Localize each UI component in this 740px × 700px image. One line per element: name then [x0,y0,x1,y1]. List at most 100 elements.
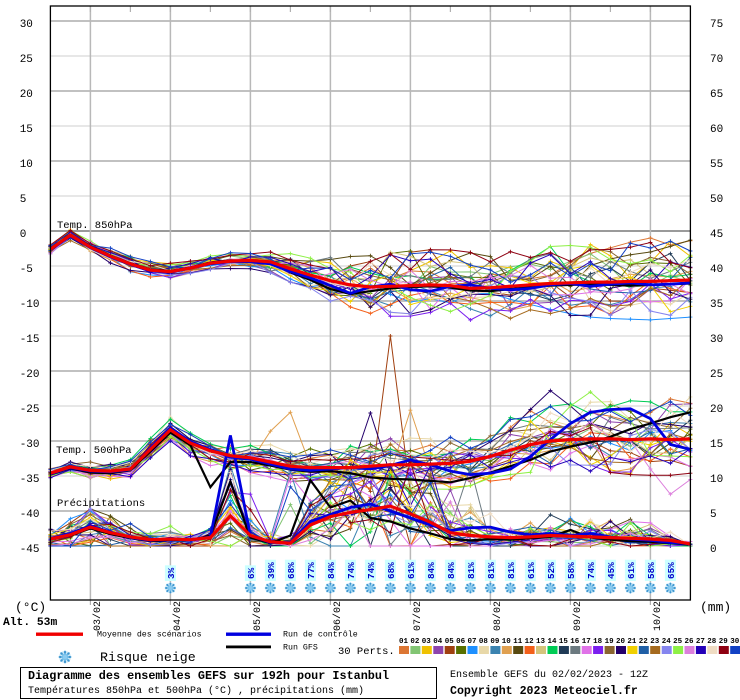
svg-text:65%: 65% [666,562,677,579]
svg-text:3%: 3% [166,567,177,579]
svg-text:Run de contrôle: Run de contrôle [283,630,358,640]
svg-text:45%: 45% [606,562,617,579]
svg-text:19: 19 [605,638,615,646]
svg-text:28: 28 [707,638,717,646]
svg-text:02: 02 [410,638,420,646]
svg-text:-45: -45 [20,544,40,556]
svg-text:0: 0 [20,229,27,241]
svg-text:09/02: 09/02 [572,601,584,631]
svg-text:15: 15 [710,439,723,451]
svg-text:10/02: 10/02 [652,601,664,631]
svg-text:68%: 68% [286,562,297,579]
svg-text:-20: -20 [20,369,40,381]
svg-text:03/02: 03/02 [92,601,104,631]
svg-text:50: 50 [710,194,723,206]
svg-text:81%: 81% [506,562,517,579]
svg-text:6%: 6% [246,567,257,579]
svg-text:77%: 77% [306,562,317,579]
svg-text:05/02: 05/02 [252,601,264,631]
svg-text:24: 24 [662,638,672,646]
svg-text:Diagramme des ensembles GEFS s: Diagramme des ensembles GEFS sur 192h po… [28,669,389,683]
svg-text:Températures 850hPa et 500hPa: Températures 850hPa et 500hPa (°C) , pré… [28,685,364,697]
svg-text:Risque neige: Risque neige [100,650,196,665]
svg-text:61%: 61% [526,562,537,579]
svg-text:09: 09 [490,638,500,646]
svg-text:35: 35 [710,299,723,311]
svg-text:0: 0 [710,544,717,556]
svg-text:58%: 58% [566,562,577,579]
svg-text:22: 22 [639,638,649,646]
svg-text:20: 20 [20,89,33,101]
svg-text:20: 20 [616,638,626,646]
svg-text:12: 12 [525,638,535,646]
svg-text:Moyenne des scénarios: Moyenne des scénarios [97,630,202,640]
svg-text:27: 27 [696,638,705,646]
svg-text:5: 5 [20,194,27,206]
svg-text:04: 04 [433,638,443,646]
svg-text:10: 10 [20,159,33,171]
svg-text:26: 26 [685,638,695,646]
svg-text:39%: 39% [266,562,277,579]
svg-text:55: 55 [710,159,723,171]
svg-text:Temp. 850hPa: Temp. 850hPa [57,220,133,232]
svg-text:5: 5 [710,509,717,521]
svg-text:16: 16 [570,638,580,646]
svg-text:29: 29 [719,638,729,646]
svg-text:-25: -25 [20,404,40,416]
svg-text:05: 05 [445,638,455,646]
svg-text:-30: -30 [20,439,40,451]
svg-text:-35: -35 [20,474,40,486]
svg-text:15: 15 [20,124,33,136]
svg-text:68%: 68% [386,562,397,579]
svg-text:10: 10 [502,638,512,646]
svg-text:74%: 74% [586,562,597,579]
svg-text:Ensemble GEFS du 02/02/2023 -: Ensemble GEFS du 02/02/2023 - 12Z [450,669,648,681]
svg-text:58%: 58% [646,562,657,579]
svg-text:10: 10 [710,474,723,486]
svg-text:(°C): (°C) [15,600,46,615]
svg-text:-40: -40 [20,509,40,521]
svg-text:03: 03 [422,638,432,646]
svg-text:06/02: 06/02 [332,601,344,631]
svg-text:70: 70 [710,54,723,66]
svg-text:30 Perts.: 30 Perts. [338,646,395,658]
svg-text:15: 15 [559,638,569,646]
svg-text:Temp. 500hPa: Temp. 500hPa [56,445,132,457]
svg-text:-5: -5 [20,264,33,276]
svg-text:84%: 84% [426,562,437,579]
svg-text:60: 60 [710,124,723,136]
svg-text:Alt. 53m: Alt. 53m [3,617,57,629]
svg-text:52%: 52% [546,562,557,579]
svg-text:14: 14 [548,638,558,646]
svg-text:25: 25 [673,638,683,646]
svg-text:13: 13 [536,638,546,646]
svg-text:40: 40 [710,264,723,276]
svg-text:84%: 84% [326,562,337,579]
svg-text:08: 08 [479,638,489,646]
svg-text:75: 75 [710,19,723,31]
svg-text:74%: 74% [346,562,357,579]
svg-text:07: 07 [468,638,477,646]
svg-text:18: 18 [593,638,603,646]
svg-text:25: 25 [20,54,33,66]
svg-text:Run GFS: Run GFS [283,644,318,653]
svg-text:08/02: 08/02 [492,601,504,631]
svg-text:07/02: 07/02 [412,601,424,631]
svg-text:61%: 61% [406,562,417,579]
svg-text:74%: 74% [366,562,377,579]
svg-text:-10: -10 [20,299,40,311]
svg-text:30: 30 [730,638,740,646]
svg-text:81%: 81% [486,562,497,579]
svg-text:65: 65 [710,89,723,101]
svg-text:30: 30 [710,334,723,346]
svg-text:11: 11 [513,638,523,646]
svg-text:81%: 81% [466,562,477,579]
svg-text:(mm): (mm) [700,600,731,615]
svg-text:17: 17 [582,638,591,646]
svg-text:01: 01 [399,638,409,646]
svg-text:30: 30 [20,19,33,31]
svg-text:45: 45 [710,229,723,241]
svg-text:04/02: 04/02 [172,601,184,631]
svg-text:84%: 84% [446,562,457,579]
svg-text:61%: 61% [626,562,637,579]
